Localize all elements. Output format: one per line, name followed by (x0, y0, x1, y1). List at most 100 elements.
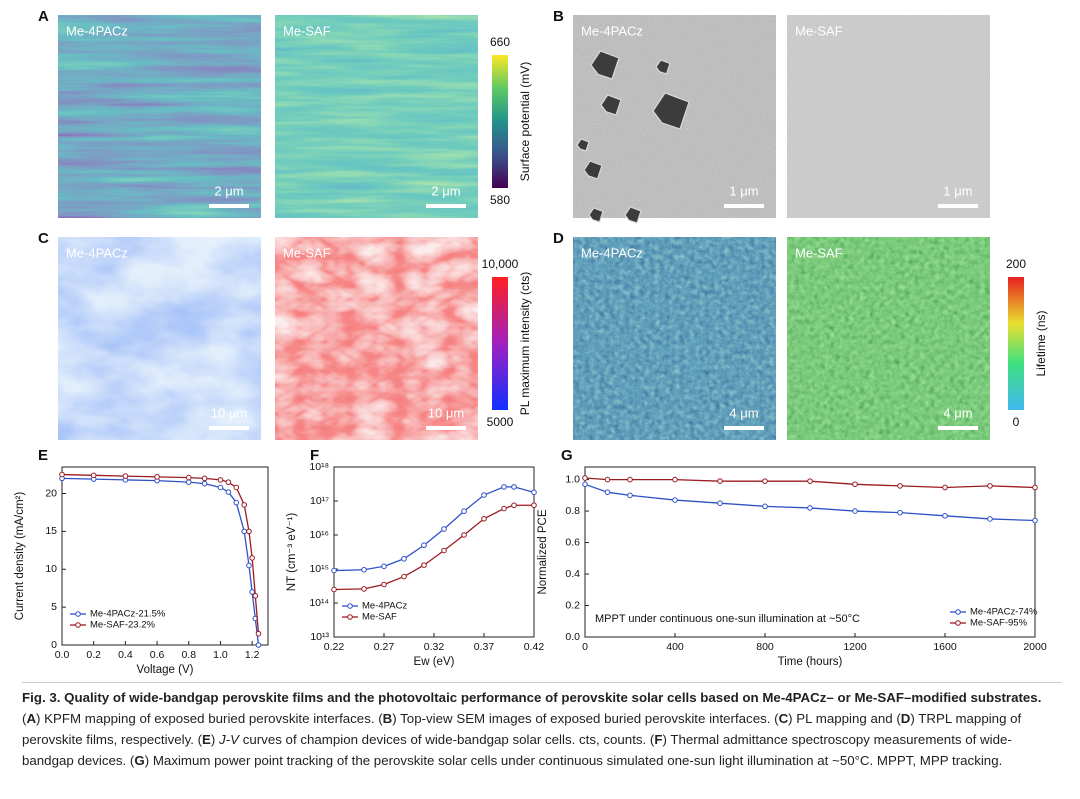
y-tick-label: 0.6 (565, 536, 580, 548)
point (401, 555, 407, 562)
point (441, 526, 447, 532)
point (201, 475, 208, 482)
point (217, 484, 224, 491)
colorbar-label: 5000 (487, 415, 514, 429)
legend-marker (75, 611, 81, 617)
caption-text: E (202, 732, 211, 747)
point (441, 547, 447, 554)
point (331, 586, 337, 593)
x-tick-label: 0.6 (150, 649, 165, 661)
colorbar (492, 277, 508, 410)
image-label: Me-4PACz (66, 23, 128, 38)
y-axis-title: Normalized PCE (537, 509, 549, 594)
point (604, 489, 611, 495)
point (531, 502, 537, 509)
pit (590, 50, 620, 80)
point (252, 592, 259, 599)
legend-marker (347, 603, 353, 609)
plot-frame (61, 466, 269, 646)
x-tick-label: 0.8 (181, 649, 196, 661)
pit (600, 94, 622, 116)
scale-bar (724, 204, 764, 208)
point (185, 479, 192, 485)
legend-marker (347, 614, 353, 620)
x-tick-label: 0.0 (55, 649, 70, 661)
image-label: Me-SAF (283, 23, 331, 38)
caption-text: B (382, 711, 393, 726)
y-tick-label: 0.4 (565, 568, 580, 580)
caption-text: F (654, 732, 663, 747)
point (59, 471, 65, 478)
panel-letter: E (38, 447, 48, 464)
x-tick-label: 0.27 (374, 641, 395, 653)
x-tick-label: 0.2 (86, 649, 101, 661)
caption-text: ) PL mapping and ( (788, 711, 901, 726)
panel-letter: C (38, 230, 49, 247)
panel-letter: D (553, 230, 564, 247)
point (852, 508, 858, 514)
legend-marker (75, 622, 81, 628)
point (604, 476, 611, 483)
colorbar (1008, 277, 1024, 410)
series-line (584, 483, 1036, 522)
caption-title: Fig. 3. Quality of wide-bandgap perovski… (22, 690, 1042, 705)
series-line (61, 477, 260, 646)
point (241, 528, 248, 535)
y-axis-title: Current density (mA/cm²) (14, 492, 26, 621)
point (762, 478, 768, 484)
x-tick-label: 1200 (843, 641, 867, 653)
caption-text: G (134, 753, 145, 768)
point (185, 474, 192, 481)
point (807, 505, 813, 511)
x-tick-label: 0.22 (324, 641, 345, 653)
scale-label: 4 μm (729, 405, 758, 420)
scale-label: 1 μm (729, 183, 758, 198)
caption: Fig. 3. Quality of wide-bandgap perovski… (22, 682, 1062, 771)
scale-label: 10 μm (428, 405, 464, 420)
point (331, 567, 337, 574)
image-label: Me-4PACz (581, 23, 643, 38)
x-axis-title: Voltage (V) (137, 664, 194, 676)
micrograph (58, 237, 261, 440)
point (627, 476, 633, 483)
legend-label: Me-4PACz (362, 601, 407, 612)
x-tick-label: 1.2 (245, 649, 260, 661)
point (672, 476, 678, 483)
micrograph (573, 237, 776, 440)
y-tick-label: 0.8 (565, 505, 580, 517)
caption-text: C (778, 711, 789, 726)
point (381, 563, 387, 570)
micrograph (787, 237, 990, 440)
scale-bar (938, 426, 978, 430)
caption-text: ) TRPL mapping of perovskite films, resp… (22, 711, 1022, 747)
point (225, 479, 232, 485)
point (461, 508, 467, 515)
plot-frame (584, 466, 1036, 638)
y-tick-label: 10¹⁶ (310, 529, 330, 541)
pit (624, 206, 642, 224)
scale-label: 4 μm (943, 405, 972, 420)
point (361, 566, 367, 573)
panel-letter: F (310, 447, 319, 464)
point (987, 483, 993, 489)
point (249, 555, 255, 561)
caption-text: A (26, 711, 37, 726)
micrograph (275, 237, 478, 440)
pit (652, 92, 690, 130)
x-tick-label: 800 (756, 641, 774, 653)
pit (576, 138, 590, 152)
point (481, 492, 487, 498)
caption-text: ) Top-view SEM images of exposed buried … (392, 711, 779, 726)
point (225, 489, 232, 495)
y-tick-label: 10¹⁴ (309, 597, 329, 609)
x-tick-label: 0.4 (118, 649, 133, 661)
point (461, 532, 467, 538)
y-tick-label: 0.2 (565, 599, 580, 611)
point (421, 562, 427, 568)
point (241, 502, 248, 508)
point (942, 484, 948, 491)
scale-bar (209, 426, 249, 430)
caption-text: D (900, 711, 911, 726)
pit (588, 207, 604, 223)
y-tick-label: 15 (45, 525, 57, 537)
